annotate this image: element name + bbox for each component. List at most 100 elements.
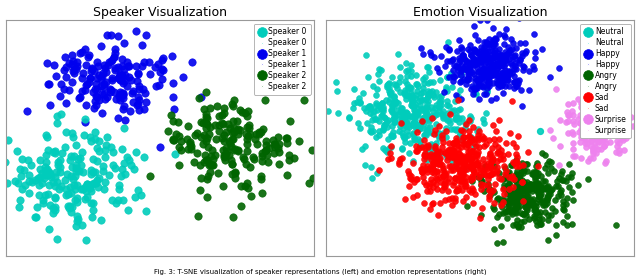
Point bbox=[480, 53, 490, 57]
Point bbox=[547, 136, 557, 140]
Point bbox=[456, 158, 467, 163]
Point bbox=[588, 148, 598, 153]
Point bbox=[500, 173, 511, 178]
Point bbox=[459, 56, 469, 60]
Point bbox=[204, 163, 214, 167]
Point bbox=[150, 65, 160, 69]
Point bbox=[609, 110, 620, 115]
Point bbox=[488, 64, 498, 68]
Point bbox=[410, 118, 420, 122]
Point bbox=[419, 179, 429, 184]
Point bbox=[555, 144, 565, 148]
Point bbox=[100, 148, 111, 152]
Point bbox=[441, 87, 451, 91]
Point bbox=[86, 189, 97, 194]
Point bbox=[67, 177, 77, 181]
Point bbox=[509, 174, 520, 179]
Point bbox=[587, 131, 597, 136]
Point bbox=[117, 74, 127, 78]
Point bbox=[93, 148, 104, 153]
Point bbox=[456, 137, 467, 142]
Point bbox=[435, 175, 445, 179]
Point bbox=[502, 74, 512, 78]
Point bbox=[493, 53, 504, 58]
Point bbox=[612, 130, 623, 134]
Point bbox=[483, 77, 493, 82]
Point bbox=[75, 94, 85, 99]
Point bbox=[504, 71, 515, 75]
Point bbox=[515, 186, 525, 190]
Point bbox=[97, 84, 107, 88]
Point bbox=[520, 210, 531, 215]
Point bbox=[448, 167, 458, 172]
Point bbox=[410, 96, 420, 100]
Point bbox=[395, 89, 405, 94]
Point bbox=[374, 119, 385, 124]
Legend: Neutral, Neutral, Happy, Happy, Angry, Angry, Sad, Sad, Surprise, Surprise: Neutral, Neutral, Happy, Happy, Angry, A… bbox=[580, 24, 630, 138]
Point bbox=[507, 71, 517, 75]
Point bbox=[98, 70, 108, 75]
Point bbox=[400, 119, 410, 123]
Point bbox=[37, 171, 47, 175]
Point bbox=[415, 121, 426, 125]
Point bbox=[224, 138, 234, 143]
Point bbox=[212, 171, 223, 175]
Point bbox=[367, 175, 378, 180]
Point bbox=[468, 47, 479, 51]
Point bbox=[93, 176, 104, 180]
Point bbox=[452, 157, 462, 162]
Point bbox=[221, 130, 231, 134]
Point bbox=[496, 53, 506, 57]
Point bbox=[92, 95, 102, 99]
Point bbox=[486, 171, 497, 176]
Point bbox=[205, 154, 216, 159]
Point bbox=[463, 128, 474, 133]
Point bbox=[472, 51, 483, 56]
Point bbox=[52, 114, 62, 118]
Point bbox=[606, 123, 616, 127]
Point bbox=[515, 57, 525, 62]
Point bbox=[484, 152, 495, 156]
Point bbox=[479, 168, 489, 173]
Point bbox=[487, 68, 497, 73]
Point bbox=[138, 87, 148, 91]
Point bbox=[32, 205, 42, 209]
Point bbox=[509, 200, 519, 204]
Point bbox=[387, 117, 397, 121]
Point bbox=[484, 68, 494, 73]
Point bbox=[126, 78, 136, 82]
Point bbox=[400, 113, 410, 117]
Point bbox=[498, 177, 508, 182]
Point bbox=[541, 187, 551, 191]
Point bbox=[117, 92, 127, 97]
Point bbox=[118, 198, 128, 203]
Point bbox=[447, 196, 457, 200]
Point bbox=[450, 199, 460, 203]
Point bbox=[428, 184, 438, 189]
Point bbox=[133, 70, 143, 75]
Point bbox=[440, 175, 450, 179]
Point bbox=[495, 152, 505, 156]
Point bbox=[617, 135, 627, 140]
Point bbox=[470, 76, 480, 80]
Point bbox=[620, 148, 630, 152]
Point bbox=[61, 65, 72, 69]
Point bbox=[430, 156, 440, 161]
Point bbox=[494, 58, 504, 62]
Point bbox=[455, 160, 465, 164]
Point bbox=[492, 53, 502, 57]
Point bbox=[51, 195, 61, 199]
Point bbox=[187, 59, 197, 64]
Point bbox=[87, 65, 97, 70]
Point bbox=[516, 104, 527, 108]
Point bbox=[468, 58, 479, 62]
Point bbox=[503, 209, 513, 213]
Point bbox=[489, 227, 499, 231]
Point bbox=[104, 59, 115, 64]
Point bbox=[468, 56, 479, 61]
Point bbox=[437, 136, 447, 140]
Point bbox=[386, 156, 396, 161]
Point bbox=[561, 120, 571, 124]
Point bbox=[98, 164, 108, 168]
Point bbox=[518, 212, 528, 216]
